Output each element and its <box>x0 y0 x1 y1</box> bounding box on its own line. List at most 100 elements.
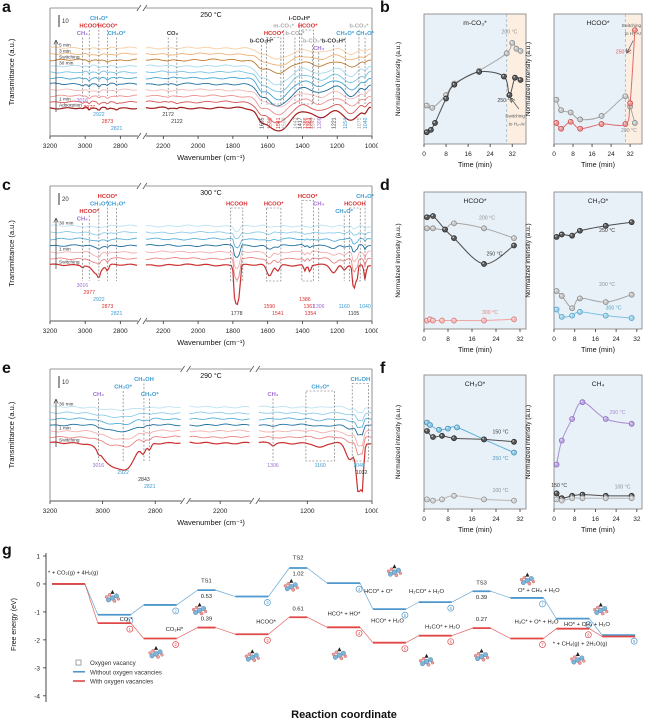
svg-text:1306: 1306 <box>267 463 279 469</box>
svg-text:Time (min): Time (min) <box>581 345 615 354</box>
svg-text:7: 7 <box>541 642 544 647</box>
svg-text:TS3: TS3 <box>476 581 487 587</box>
data-point <box>553 490 560 497</box>
svg-text:1386: 1386 <box>299 297 311 303</box>
plot-frame <box>49 4 373 140</box>
svg-text:2821: 2821 <box>144 484 156 490</box>
svg-text:32: 32 <box>633 516 641 523</box>
svg-text:-3: -3 <box>34 665 40 672</box>
subplot-CH₄: 0 8 16 24 32 Time (min) Normalized intensity (… <box>525 374 643 534</box>
svg-text:2922: 2922 <box>93 112 105 118</box>
svg-text:HCOO*: HCOO* <box>264 31 284 37</box>
panel-title: 250 °C <box>200 11 221 19</box>
ftir-spectra-chart-290C: 3200 3000 2800 2200 1200 1000 Wavenumber (cm⁻¹… <box>7 365 378 527</box>
svg-text:1 min: 1 min <box>59 97 71 103</box>
subplot-HCOO*: 0 8 16 24 32 Time (min) Normalized intensity (… <box>395 191 527 354</box>
svg-text:8: 8 <box>444 151 448 158</box>
svg-text:* + CO₂(g) + 4H₂(g): * + CO₂(g) + 4H₂(g) <box>48 570 98 576</box>
panel-title: 290 °C <box>200 372 221 380</box>
svg-text:Normalized intensity (a.u.): Normalized intensity (a.u.) <box>395 42 402 116</box>
y-axis: 1 0 -1 -2 -3 -4 Free energy (eV) <box>11 553 47 702</box>
svg-text:1200: 1200 <box>330 328 345 335</box>
series-with-vacancies: 1 2 3 4 5 6 7 8 <box>52 583 636 653</box>
svg-text:1400: 1400 <box>295 328 310 335</box>
svg-text:TS2: TS2 <box>293 556 304 562</box>
svg-text:6: 6 <box>450 606 453 611</box>
svg-text:Switching: Switching <box>505 114 525 119</box>
svg-text:Normalized intensity (a.u.): Normalized intensity (a.u.) <box>395 405 402 479</box>
svg-text:CH₃O*: CH₃O* <box>311 385 330 391</box>
svg-text:5: 5 <box>404 646 407 651</box>
svg-text:250 °C: 250 °C <box>487 251 503 257</box>
svg-text:0.61: 0.61 <box>292 607 303 613</box>
svg-text:b-CO₃H*: b-CO₃H* <box>250 39 274 45</box>
data-point <box>509 39 516 46</box>
data-point <box>436 426 442 433</box>
svg-text:3016: 3016 <box>77 283 89 289</box>
molecule-structure-icon <box>386 564 403 578</box>
svg-text:HCO* + O*: HCO* + O* <box>364 589 393 595</box>
svg-text:b-CO₃H*: b-CO₃H* <box>322 39 346 45</box>
svg-text:8: 8 <box>587 632 590 637</box>
data-point <box>481 317 487 324</box>
svg-text:1400: 1400 <box>295 143 310 150</box>
state-number-badge <box>584 631 592 639</box>
svg-text:HCOO*: HCOO* <box>463 198 486 205</box>
svg-text:150 °C: 150 °C <box>551 483 567 489</box>
data-point <box>569 416 576 422</box>
svg-text:HCOOH: HCOOH <box>226 202 248 208</box>
svg-text:2922: 2922 <box>117 470 129 476</box>
svg-text:4: 4 <box>358 587 361 592</box>
data-point <box>598 113 605 119</box>
svg-text:300 °C: 300 °C <box>606 305 622 311</box>
panel-b: b 0 8 16 24 32 Time (min) Normalized intensity… <box>380 0 648 178</box>
state-number-badge <box>447 638 455 646</box>
data-point <box>501 73 507 80</box>
svg-text:290 °C: 290 °C <box>200 372 221 380</box>
svg-text:Reaction coordinate: Reaction coordinate <box>291 709 397 721</box>
svg-text:b-CO₃*: b-CO₃* <box>349 24 369 30</box>
svg-text:200 °C: 200 °C <box>621 128 637 134</box>
svg-text:Transmittance (a.u.): Transmittance (a.u.) <box>7 220 16 287</box>
svg-text:30 min: 30 min <box>59 221 74 227</box>
svg-text:H₃CO* + H₂O: H₃CO* + H₂O <box>425 625 461 631</box>
state-number-badge <box>539 600 546 608</box>
x-axis: Reaction coordinate <box>291 709 397 721</box>
svg-text:0.53: 0.53 <box>201 594 212 600</box>
svg-text:HCOO*: HCOO* <box>256 620 276 626</box>
panel-letter-d: d <box>380 177 390 194</box>
svg-text:Time (min): Time (min) <box>458 160 492 169</box>
svg-text:HCOO*: HCOO* <box>264 202 284 208</box>
svg-text:CH₃O*: CH₃O* <box>141 392 160 398</box>
svg-text:1361: 1361 <box>303 304 315 310</box>
series-without-vacancies: 1 2 3 4 5 6 7 8 9 <box>52 567 638 645</box>
state-number-badge <box>126 625 134 633</box>
svg-text:3000: 3000 <box>78 143 93 150</box>
svg-text:3 min: 3 min <box>59 49 71 55</box>
svg-text:1: 1 <box>36 553 40 560</box>
svg-text:1600: 1600 <box>260 328 275 335</box>
svg-text:16: 16 <box>592 336 600 343</box>
svg-text:1386: 1386 <box>303 117 309 129</box>
svg-text:4: 4 <box>358 631 361 636</box>
data-point <box>424 496 430 503</box>
panel-letter-g: g <box>2 542 12 559</box>
molecule-structure-icon <box>519 572 536 586</box>
svg-text:16: 16 <box>464 151 472 158</box>
scale-bar: 10 <box>58 15 69 27</box>
data-point <box>558 497 565 504</box>
svg-text:1 min: 1 min <box>59 426 71 432</box>
data-point <box>576 295 583 302</box>
data-point <box>481 496 487 503</box>
svg-text:6: 6 <box>450 639 453 644</box>
data-point <box>442 226 448 233</box>
svg-text:1: 1 <box>129 627 132 632</box>
svg-text:Normalized intensity (a.u.): Normalized intensity (a.u.) <box>525 42 532 116</box>
svg-text:100 °C: 100 °C <box>615 485 631 491</box>
data-point <box>579 495 586 502</box>
svg-text:150 °C: 150 °C <box>493 429 509 435</box>
svg-text:m-CO₃*: m-CO₃* <box>463 20 487 27</box>
svg-text:2: 2 <box>175 609 178 614</box>
svg-text:250 °C: 250 °C <box>497 98 513 104</box>
